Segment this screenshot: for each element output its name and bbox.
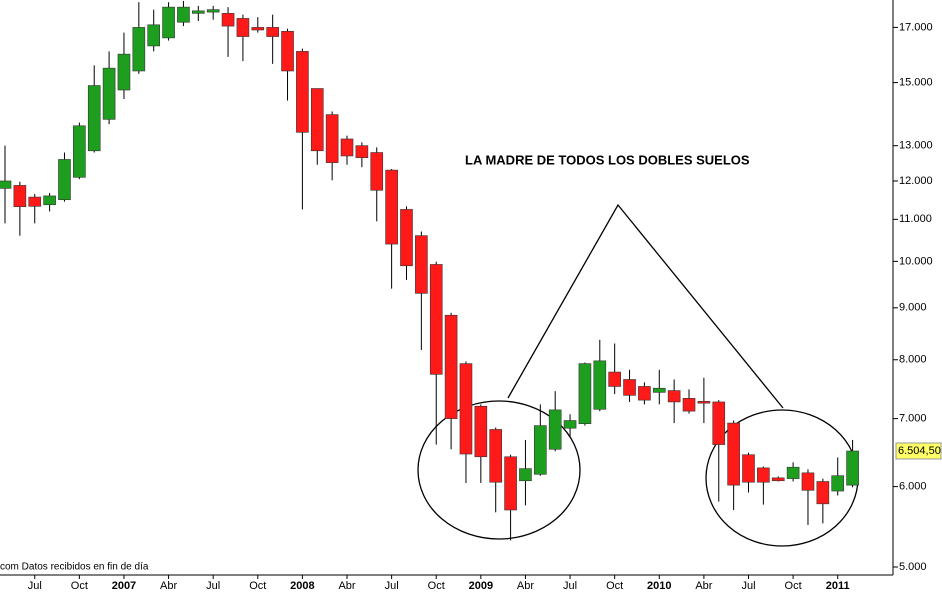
candle-body bbox=[385, 169, 398, 245]
x-tick-label: 2010 bbox=[647, 580, 671, 592]
candle-body bbox=[801, 472, 815, 491]
candle-body bbox=[251, 27, 265, 31]
candle-body bbox=[489, 429, 503, 483]
x-tick-label: Oct bbox=[606, 580, 623, 592]
candle-body bbox=[623, 379, 636, 396]
x-tick-label: 2007 bbox=[112, 580, 136, 592]
candle-body bbox=[519, 468, 532, 482]
candle-body bbox=[236, 18, 250, 37]
candle-body bbox=[73, 125, 86, 178]
candle-body bbox=[682, 398, 696, 412]
y-tick-label: 15.000 bbox=[899, 76, 933, 88]
x-tick-label: Abr bbox=[517, 580, 534, 592]
y-tick-label: 12.000 bbox=[899, 175, 933, 187]
x-tick-label: Oct bbox=[428, 580, 445, 592]
candle-body bbox=[132, 27, 146, 72]
x-tick-label: Abr bbox=[695, 580, 712, 592]
footer: com Datos recibidos en fin de día bbox=[0, 562, 149, 573]
candle-body bbox=[742, 454, 755, 483]
candle-body bbox=[578, 363, 592, 425]
candle-body bbox=[831, 475, 845, 492]
candle-body bbox=[474, 405, 488, 458]
candle-body bbox=[102, 67, 116, 120]
y-tick-label: 17.000 bbox=[899, 21, 933, 33]
candle-body bbox=[712, 401, 726, 445]
last-price-box bbox=[895, 442, 942, 460]
candle-body bbox=[786, 466, 800, 479]
x-tick-label: 2008 bbox=[290, 580, 314, 592]
candle-body bbox=[281, 31, 294, 72]
x-tick-label: Jul bbox=[741, 580, 755, 592]
candle-body bbox=[325, 114, 339, 163]
x-tick-label: 2011 bbox=[826, 580, 850, 592]
candle-body bbox=[340, 138, 354, 157]
last-price-label: 6.504,50 bbox=[898, 445, 941, 457]
x-tick-label: Abr bbox=[160, 580, 177, 592]
candle-body bbox=[400, 209, 413, 267]
candle-body bbox=[13, 185, 27, 207]
y-tick-label: 7.000 bbox=[899, 413, 927, 425]
x-tick-label: Jul bbox=[385, 580, 399, 592]
candle-body bbox=[429, 264, 443, 375]
candle-body bbox=[534, 425, 547, 475]
x-tick-label: Oct bbox=[785, 580, 802, 592]
candle-body bbox=[266, 27, 279, 37]
candle-body bbox=[296, 51, 309, 133]
annotation: LA MADRE DE TODOS LOS DOBLES SUELOS bbox=[465, 152, 750, 167]
candle-body bbox=[563, 420, 577, 429]
candle-body bbox=[444, 314, 458, 419]
candle-body bbox=[638, 386, 651, 401]
candle-body bbox=[816, 481, 830, 505]
candle-body bbox=[459, 363, 473, 455]
x-tick-label: 2009 bbox=[469, 580, 493, 592]
y-tick-label: 13.000 bbox=[899, 140, 933, 152]
candle-body bbox=[846, 450, 859, 486]
candle-body bbox=[162, 6, 175, 39]
y-tick-label: 9.000 bbox=[899, 302, 927, 314]
candle-body bbox=[206, 9, 220, 13]
x-tick-label: Jul bbox=[28, 580, 42, 592]
candle-body bbox=[548, 409, 562, 450]
candle-body bbox=[727, 422, 740, 486]
y-tick-label: 10.000 bbox=[899, 255, 933, 267]
candle-body bbox=[370, 152, 384, 191]
y-tick-label: 11.000 bbox=[899, 213, 932, 225]
circle-left bbox=[417, 400, 581, 540]
y-tick-label: 5.000 bbox=[899, 561, 927, 573]
y-tick-label: 8.000 bbox=[899, 354, 927, 366]
x-tick-label: Abr bbox=[338, 580, 355, 592]
candle-body bbox=[652, 387, 666, 393]
candle-body bbox=[608, 371, 621, 387]
candle-body bbox=[177, 6, 190, 23]
candle-body bbox=[221, 13, 235, 27]
candle-body bbox=[310, 88, 324, 152]
candle-body bbox=[504, 456, 517, 511]
x-tick-label: Oct bbox=[249, 580, 266, 592]
candle-body bbox=[415, 235, 428, 294]
candle-body bbox=[667, 390, 681, 403]
annotation-lines bbox=[507, 203, 784, 409]
candle-body bbox=[58, 159, 71, 201]
candle-body bbox=[593, 360, 607, 410]
candle-body bbox=[0, 180, 12, 189]
x-tick-label: Jul bbox=[206, 580, 220, 592]
x-tick-label: Oct bbox=[71, 580, 88, 592]
candle-body bbox=[697, 401, 711, 404]
candle-body bbox=[771, 477, 785, 482]
candle-body bbox=[757, 467, 770, 483]
candle-body bbox=[43, 195, 56, 206]
candle-body bbox=[192, 10, 205, 14]
x-tick-label: Jul bbox=[563, 580, 577, 592]
candle-body bbox=[355, 145, 369, 159]
candle-body bbox=[147, 24, 160, 47]
candle-body bbox=[87, 85, 101, 152]
y-tick-label: 6.000 bbox=[899, 481, 927, 493]
candle-body bbox=[28, 196, 42, 207]
candle-body bbox=[117, 53, 131, 91]
